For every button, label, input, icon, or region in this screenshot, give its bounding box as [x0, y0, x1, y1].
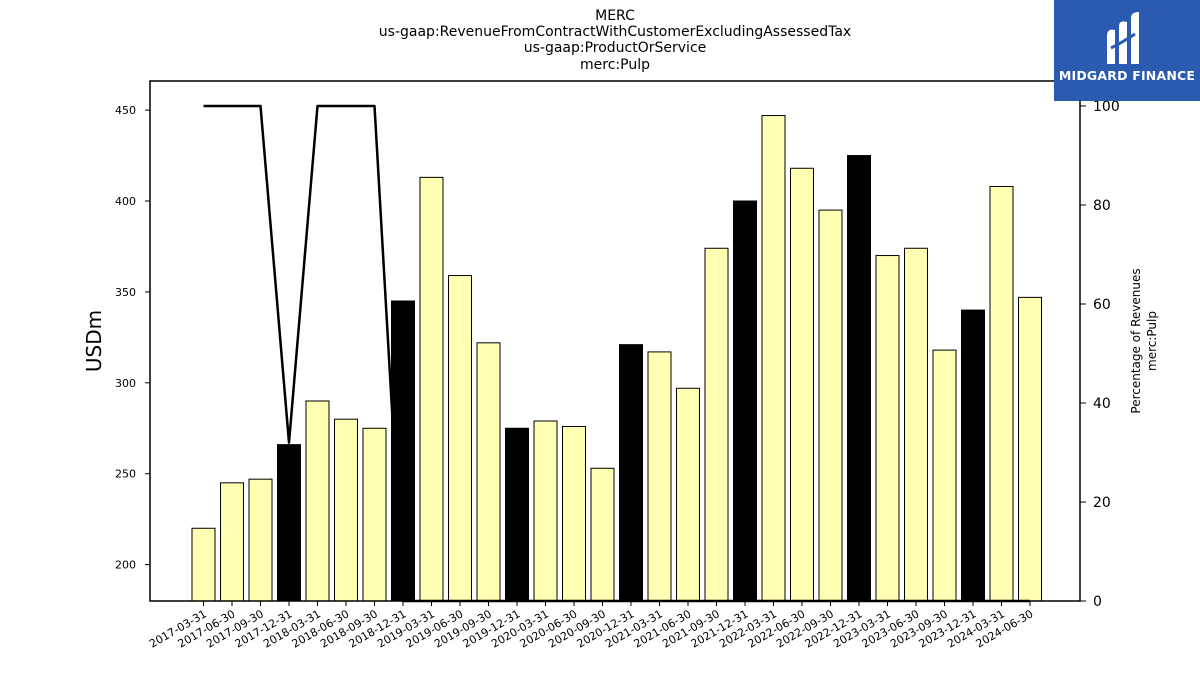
bar-2022-09-30	[818, 209, 843, 602]
y-axis-left: 200 250 300 350 400 450	[115, 104, 150, 572]
bar-2018-06-30	[334, 418, 358, 602]
x-axis: 2017-03-312017-06-302017-09-302017-12-31…	[147, 601, 1036, 651]
y-right-tick-label: 20	[1093, 495, 1111, 511]
bar-2019-03-31	[419, 176, 444, 602]
chart-title: MERC us-gaap:RevenueFromContractWithCust…	[379, 8, 851, 73]
bar-2019-09-30	[476, 342, 501, 602]
bar-2021-06-30	[676, 387, 700, 602]
y-axis-right-label-line-1: Percentage of Revenues	[1129, 268, 1143, 413]
midgard-finance-logo: MIDGARD FINANCE	[1054, 0, 1200, 101]
y-tick-label: 350	[115, 286, 136, 299]
y-tick-label: 200	[115, 559, 136, 572]
bar-2021-09-30	[704, 247, 729, 602]
title-line-3: us-gaap:ProductOrService	[524, 40, 707, 56]
midgard-logo-mark-icon	[1107, 12, 1139, 65]
y-tick-label: 250	[115, 468, 136, 481]
y-axis-right: 0 20 40 60 80 100	[1080, 99, 1120, 610]
bar-2017-12-31	[277, 444, 301, 602]
bar-2023-06-30	[904, 247, 928, 602]
y-tick-label: 300	[115, 377, 136, 390]
bars-layer	[191, 115, 1042, 602]
y-right-tick-label: 60	[1093, 297, 1111, 313]
bar-2023-03-31	[875, 255, 900, 602]
bar-2017-06-30	[220, 482, 244, 602]
y-tick-label: 400	[115, 195, 136, 208]
bar-2018-09-30	[362, 427, 387, 602]
bar-2022-06-30	[790, 167, 814, 602]
bar-2020-03-31	[533, 420, 558, 602]
bar-2023-09-30	[932, 349, 957, 602]
bar-2017-09-30	[248, 478, 273, 602]
logo-text: MIDGARD FINANCE	[1058, 68, 1196, 83]
bar-2020-12-31	[619, 344, 643, 602]
bar-2022-03-31	[761, 115, 786, 602]
title-line-1: MERC	[595, 8, 635, 24]
title-line-2: us-gaap:RevenueFromContractWithCustomerE…	[379, 24, 851, 40]
bar-2021-12-31	[733, 200, 757, 602]
bar-2021-03-31	[647, 351, 672, 602]
bar-2020-09-30	[590, 467, 615, 602]
bar-2023-12-31	[961, 309, 985, 602]
y-right-tick-label: 80	[1093, 198, 1111, 214]
bar-2024-06-30	[1018, 296, 1042, 602]
plot-frame	[149, 80, 1081, 602]
y-right-tick-label: 100	[1093, 99, 1120, 115]
bar-2019-06-30	[448, 275, 472, 602]
y-tick-label: 450	[115, 104, 136, 117]
y-axis-label: USDm	[82, 310, 106, 372]
title-line-4: merc:Pulp	[580, 57, 650, 73]
bar-2024-03-31	[989, 185, 1014, 602]
bar-2022-12-31	[847, 155, 871, 602]
y-right-tick-label: 0	[1093, 594, 1102, 610]
bar-2017-03-31	[191, 527, 216, 602]
y-right-tick-label: 40	[1093, 396, 1111, 412]
y-axis-right-label-line-2: merc:Pulp	[1145, 311, 1159, 371]
bar-2018-03-31	[305, 400, 330, 602]
bar-2020-06-30	[562, 425, 586, 602]
bar-2019-12-31	[505, 427, 529, 602]
